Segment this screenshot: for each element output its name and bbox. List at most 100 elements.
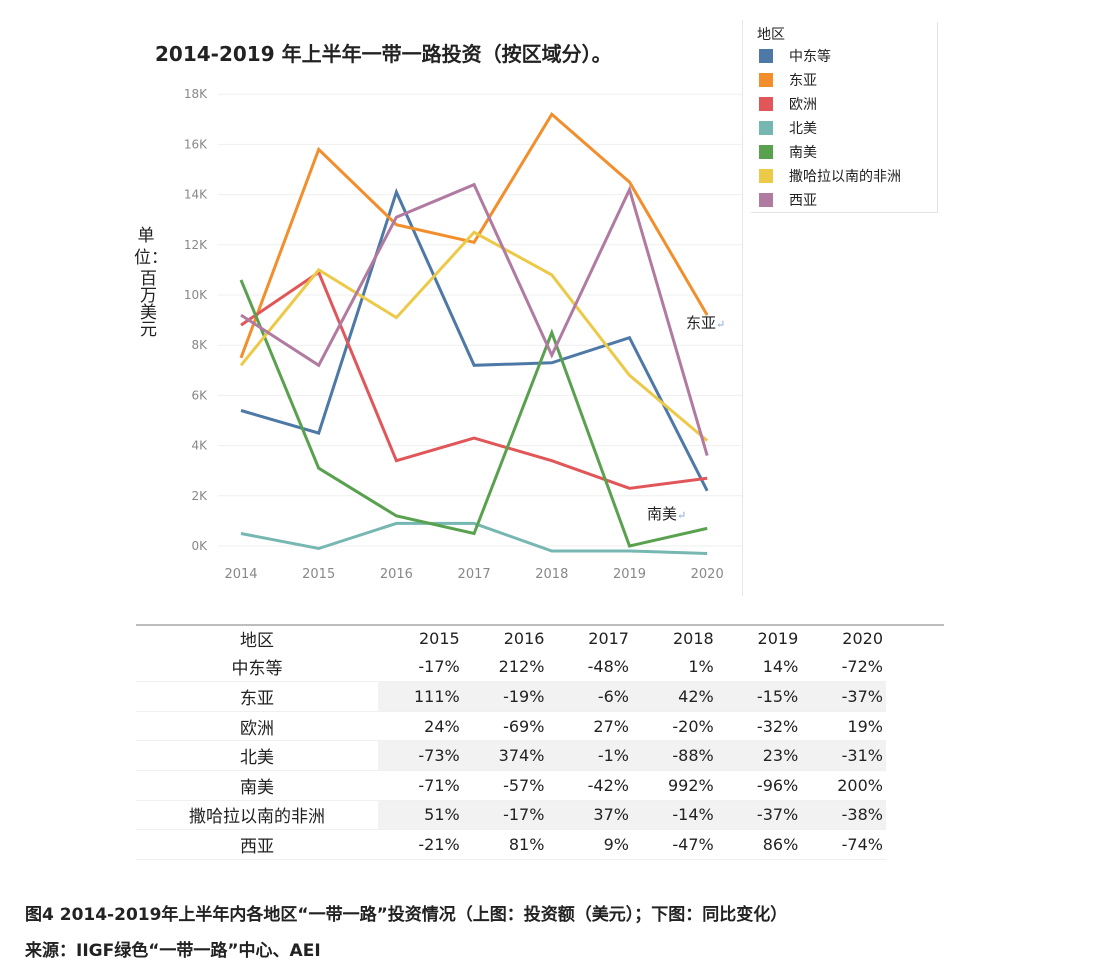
table-cell: -88% bbox=[631, 740, 717, 771]
table-header-cell: 地区 bbox=[239, 630, 274, 651]
y-axis-label: 单 位： 百万美元 bbox=[134, 225, 168, 337]
y-tick-label: 10K bbox=[184, 288, 208, 302]
y-tick-label: 2K bbox=[191, 489, 208, 503]
legend-label: 东亚 bbox=[789, 73, 817, 89]
table-row-label: 中东等 bbox=[136, 652, 378, 683]
legend-label: 北美 bbox=[789, 121, 817, 137]
legend-item: 中东等 bbox=[759, 44, 937, 68]
table-cell: 14% bbox=[716, 652, 802, 683]
x-tick-label: 2019 bbox=[613, 567, 646, 582]
y-tick-label: 12K bbox=[184, 238, 208, 252]
table-cell: -15% bbox=[716, 681, 802, 712]
annotation-east-asia: 东亚↵ bbox=[686, 312, 725, 333]
table-cell: -71% bbox=[377, 770, 463, 801]
table-cell: -1% bbox=[547, 740, 632, 771]
table-cell: -47% bbox=[631, 829, 717, 860]
table-cell: -20% bbox=[631, 711, 717, 742]
table-header-cell: 2019 bbox=[757, 628, 799, 648]
y-tick-label: 4K bbox=[191, 439, 208, 453]
annotation-east-asia-text: 东亚 bbox=[686, 314, 717, 332]
y-tick-label: 0K bbox=[191, 539, 208, 553]
yoy-change-table: 地区 2015 2016 2017 2018 2019 2020 中东等 -17%… bbox=[136, 624, 944, 860]
table-row: 中东等 -17% 212% -48% 1% 14% -72% bbox=[136, 652, 886, 683]
x-tick-label: 2015 bbox=[302, 567, 335, 582]
legend-item: 南美 bbox=[759, 140, 937, 164]
table-cell: 27% bbox=[547, 711, 632, 742]
legend-swatch bbox=[759, 169, 773, 183]
series-line-5 bbox=[239, 230, 709, 442]
series-line-6 bbox=[240, 182, 709, 457]
y-tick-label: 6K bbox=[191, 388, 208, 402]
x-tick-label: 2020 bbox=[691, 567, 724, 582]
table-cell: -38% bbox=[801, 800, 886, 831]
x-tick-label: 2018 bbox=[535, 567, 568, 582]
table-cell: 86% bbox=[716, 829, 802, 860]
legend-swatch bbox=[759, 121, 773, 135]
table-row: 西亚 -21% 81% 9% -47% 86% -74% bbox=[136, 829, 886, 860]
table-cell: 42% bbox=[631, 681, 717, 712]
table-cell: 23% bbox=[716, 740, 802, 771]
series-line-1 bbox=[239, 111, 709, 359]
table-cell: -6% bbox=[547, 681, 632, 712]
table-row: 南美 -71% -57% -42% 992% -96% 200% bbox=[136, 770, 886, 801]
table-cell: -72% bbox=[801, 652, 886, 683]
table-cell: 51% bbox=[377, 800, 463, 831]
table-cell: 19% bbox=[801, 711, 886, 742]
chart-title: 2014-2019 年上半年一带一路投资（按区域分）。 bbox=[155, 42, 612, 66]
series-line-2 bbox=[240, 270, 708, 490]
figure-caption: 图4 2014-2019年上半年内各地区“一带一路”投资情况（上图：投资额（美元… bbox=[25, 905, 788, 925]
legend-title: 地区 bbox=[757, 27, 785, 43]
table-cell: -31% bbox=[801, 740, 886, 771]
y-tick-label: 8K bbox=[191, 338, 208, 352]
y-axis-label-part1: 单 bbox=[137, 226, 155, 246]
legend-item: 欧洲 bbox=[759, 92, 937, 116]
table-row-label: 欧洲 bbox=[136, 711, 378, 742]
legend-item: 撒哈拉以南的非洲 bbox=[759, 164, 937, 188]
return-symbol-icon: ↵ bbox=[677, 509, 687, 522]
table-cell: 111% bbox=[377, 681, 463, 712]
table-cell: -42% bbox=[547, 770, 632, 801]
table-cell: 9% bbox=[547, 829, 632, 860]
panel-divider bbox=[742, 20, 743, 596]
x-tick-label: 2017 bbox=[458, 567, 491, 582]
table-cell: -37% bbox=[716, 800, 802, 831]
table-cell: 37% bbox=[547, 800, 632, 831]
legend-label: 中东等 bbox=[789, 49, 831, 65]
legend-swatch bbox=[759, 73, 773, 87]
table-cell: -32% bbox=[716, 711, 802, 742]
table-top-rule bbox=[136, 624, 944, 626]
table-header-cell: 2015 bbox=[418, 628, 460, 648]
table-cell: -17% bbox=[377, 652, 463, 683]
legend-swatch bbox=[759, 49, 773, 63]
table-row-label: 北美 bbox=[136, 740, 378, 771]
table-header-cell: 2018 bbox=[672, 628, 714, 648]
table-header-cell: 2016 bbox=[503, 628, 545, 648]
x-tick-labels: 2014 2015 2016 2017 2018 2019 2020 bbox=[224, 567, 723, 582]
table-cell: -73% bbox=[377, 740, 463, 771]
y-axis-label-part3: 百万美元 bbox=[136, 269, 156, 337]
table-cell: -57% bbox=[462, 770, 548, 801]
x-tick-label: 2016 bbox=[380, 567, 413, 582]
series-line-0 bbox=[240, 187, 709, 492]
table-row: 撒哈拉以南的非洲 51% -17% 37% -14% -37% -38% bbox=[136, 800, 886, 831]
legend-label: 欧洲 bbox=[789, 97, 817, 113]
table-row-label: 西亚 bbox=[136, 829, 378, 860]
y-tick-labels: 0K 2K 4K 6K 8K 10K 12K 14K 16K 18K bbox=[184, 87, 208, 553]
table-cell: 374% bbox=[462, 740, 548, 771]
legend-label: 撒哈拉以南的非洲 bbox=[789, 169, 901, 185]
table-cell: 212% bbox=[462, 652, 548, 683]
series-line-3 bbox=[240, 521, 708, 555]
annotation-south-america-text: 南美 bbox=[647, 505, 678, 523]
legend-item: 北美 bbox=[759, 116, 937, 140]
table-cell: -69% bbox=[462, 711, 548, 742]
table-row-label: 撒哈拉以南的非洲 bbox=[136, 800, 378, 831]
table-header-cell: 2020 bbox=[842, 628, 883, 648]
y-axis-label-part2: 位： bbox=[134, 248, 168, 268]
table-cell: 992% bbox=[631, 770, 717, 801]
table-cell: -48% bbox=[547, 652, 632, 683]
table-row-label: 南美 bbox=[136, 770, 378, 801]
table-row: 北美 -73% 374% -1% -88% 23% -31% bbox=[136, 740, 886, 771]
y-tick-label: 16K bbox=[184, 137, 208, 151]
legend: 地区 中东等 东亚 欧洲 北美 南美 撒哈拉以南的非洲 西亚 bbox=[751, 22, 938, 213]
